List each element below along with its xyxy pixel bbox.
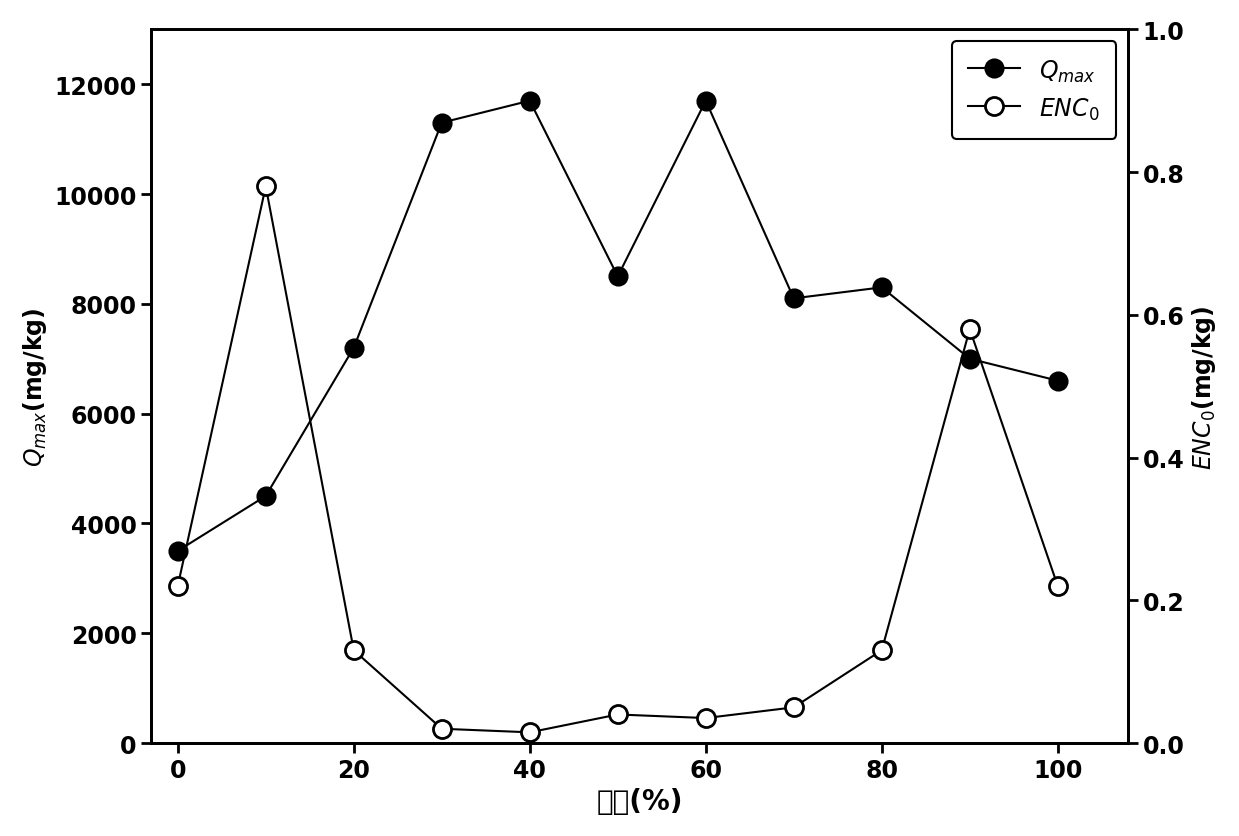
Y-axis label: $ENC_0$(mg/kg): $ENC_0$(mg/kg) — [1191, 304, 1218, 469]
Y-axis label: $Q_{max}$(mg/kg): $Q_{max}$(mg/kg) — [21, 307, 48, 466]
$ENC_0$ — [963, 324, 978, 334]
$ENC_0$ — [875, 645, 890, 655]
Line: $Q_{max}$: $Q_{max}$ — [169, 93, 1067, 560]
$Q_{max}$ — [435, 119, 450, 129]
$ENC_0$ — [1051, 581, 1066, 591]
$ENC_0$ — [699, 713, 714, 723]
$ENC_0$ — [611, 710, 626, 720]
$Q_{max}$ — [699, 97, 714, 107]
$ENC_0$ — [170, 581, 185, 591]
$Q_{max}$ — [611, 272, 626, 282]
$ENC_0$ — [347, 645, 362, 655]
$ENC_0$ — [523, 727, 538, 737]
$Q_{max}$ — [347, 344, 362, 354]
$Q_{max}$ — [787, 294, 802, 304]
$Q_{max}$ — [963, 354, 978, 364]
$Q_{max}$ — [258, 492, 273, 502]
$Q_{max}$ — [875, 283, 890, 293]
$ENC_0$ — [435, 724, 450, 734]
Line: $ENC_0$: $ENC_0$ — [169, 178, 1067, 742]
Legend: $Q_{max}$, $ENC_0$: $Q_{max}$, $ENC_0$ — [952, 42, 1116, 140]
$Q_{max}$ — [523, 97, 538, 107]
X-axis label: 沨石(%): 沨石(%) — [596, 788, 683, 815]
$Q_{max}$ — [1051, 376, 1066, 386]
$ENC_0$ — [258, 182, 273, 192]
$ENC_0$ — [787, 702, 802, 712]
$Q_{max}$ — [170, 546, 185, 556]
